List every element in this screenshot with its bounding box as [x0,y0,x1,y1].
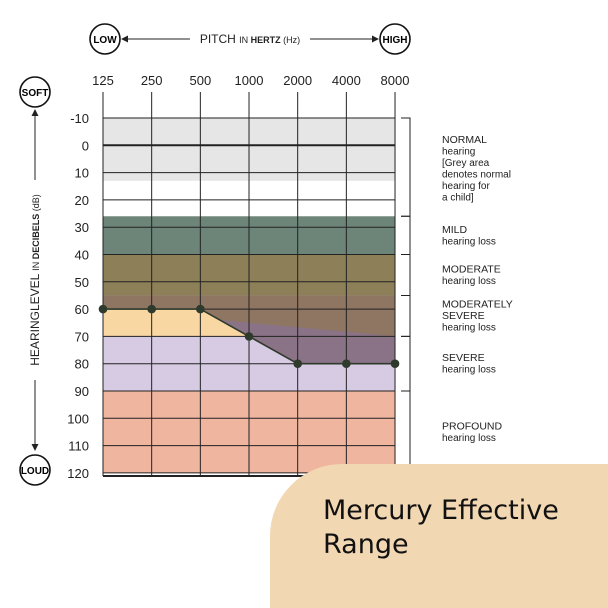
y-tick-label: 40 [75,248,89,263]
y-tick-label: 110 [68,439,89,454]
range-marker [342,359,351,369]
level-axis-title: HEARINGLEVEL IN DECIBELS (dB) [28,194,42,365]
category-desc: a child] [442,193,474,204]
category-title: NORMAL [442,134,487,146]
x-tick-label: 4000 [332,73,361,88]
range-marker [98,304,108,314]
x-tick-label: 125 [92,73,114,88]
y-tick-label: 120 [67,466,89,481]
level-arrow-bottom-head [31,444,39,451]
pitch-title-word: PITCH [200,32,239,46]
category-desc: hearing loss [442,365,496,376]
y-tick-label: 30 [75,220,89,235]
y-tick-label: 10 [75,166,89,181]
range-marker [147,304,156,314]
pitch-title-unit: HERTZ [251,35,284,45]
category-title: MILD [442,224,468,236]
loud-label: LOUD [21,466,49,477]
y-tick-label: 50 [75,275,89,290]
category-bracket [401,254,411,296]
category-title: SEVERE [442,352,485,364]
category-desc: [Grey area [442,158,490,169]
category-desc: hearing for [442,181,490,192]
category-bracket [401,390,411,474]
pitch-arrow-left-head [121,35,128,43]
level-title-abbrev: (dB) [31,194,41,211]
x-tick-label: 1000 [235,73,264,88]
y-tick-label: 80 [75,357,89,372]
category-desc: denotes normal [442,170,511,181]
low-circle [89,23,121,55]
range-marker [196,304,205,314]
range-marker [390,359,400,369]
category-desc: hearing loss [442,433,496,444]
pitch-title-abbrev: (Hz) [283,35,300,45]
range-marker [293,359,302,369]
y-tick-label: 90 [75,384,89,399]
level-title-in: IN [31,259,41,271]
badge-title: Mercury Effective Range [323,495,559,560]
loud-circle [19,454,51,486]
y-tick-label: 70 [75,329,89,344]
y-tick-label: 0 [82,138,89,153]
category-bracket [401,294,411,337]
x-tick-label: 500 [189,73,211,88]
low-label: LOW [93,35,117,46]
category-title: MODERATE [442,263,501,275]
pitch-title-in: IN [239,35,251,45]
category-bracket [401,335,411,392]
y-tick-label: 60 [75,302,89,317]
range-marker [244,332,254,341]
category-desc: hearing loss [442,276,496,287]
level-arrow-top-head [31,109,39,116]
category-desc: hearing loss [442,323,496,334]
high-circle [379,23,411,55]
category-desc: hearing [442,147,475,158]
category-title: MODERATELY [442,299,513,311]
y-tick-label: -10 [70,111,89,126]
category-title: PROFOUND [442,420,503,432]
range-shadow [103,309,396,364]
soft-label: SOFT [22,88,49,99]
x-tick-label: 8000 [381,73,410,88]
high-label: HIGH [383,35,408,46]
soft-circle [19,76,51,108]
y-tick-label: 20 [75,193,89,208]
category-bracket [401,215,411,255]
y-tick-label: 100 [67,411,89,426]
x-tick-label: 250 [141,73,163,88]
pitch-axis-title: PITCH IN HERTZ (Hz) [200,32,300,46]
level-title-unit: DECIBELS [31,211,41,259]
range-badge [270,464,608,608]
x-tick-label: 2000 [283,73,312,88]
pitch-arrow-right-head [372,35,379,43]
level-title-word: HEARINGLEVEL [28,271,42,366]
range-fill [103,309,250,337]
category-title: SEVERE [442,310,485,322]
category-bracket [401,117,411,217]
category-desc: hearing loss [442,236,496,247]
